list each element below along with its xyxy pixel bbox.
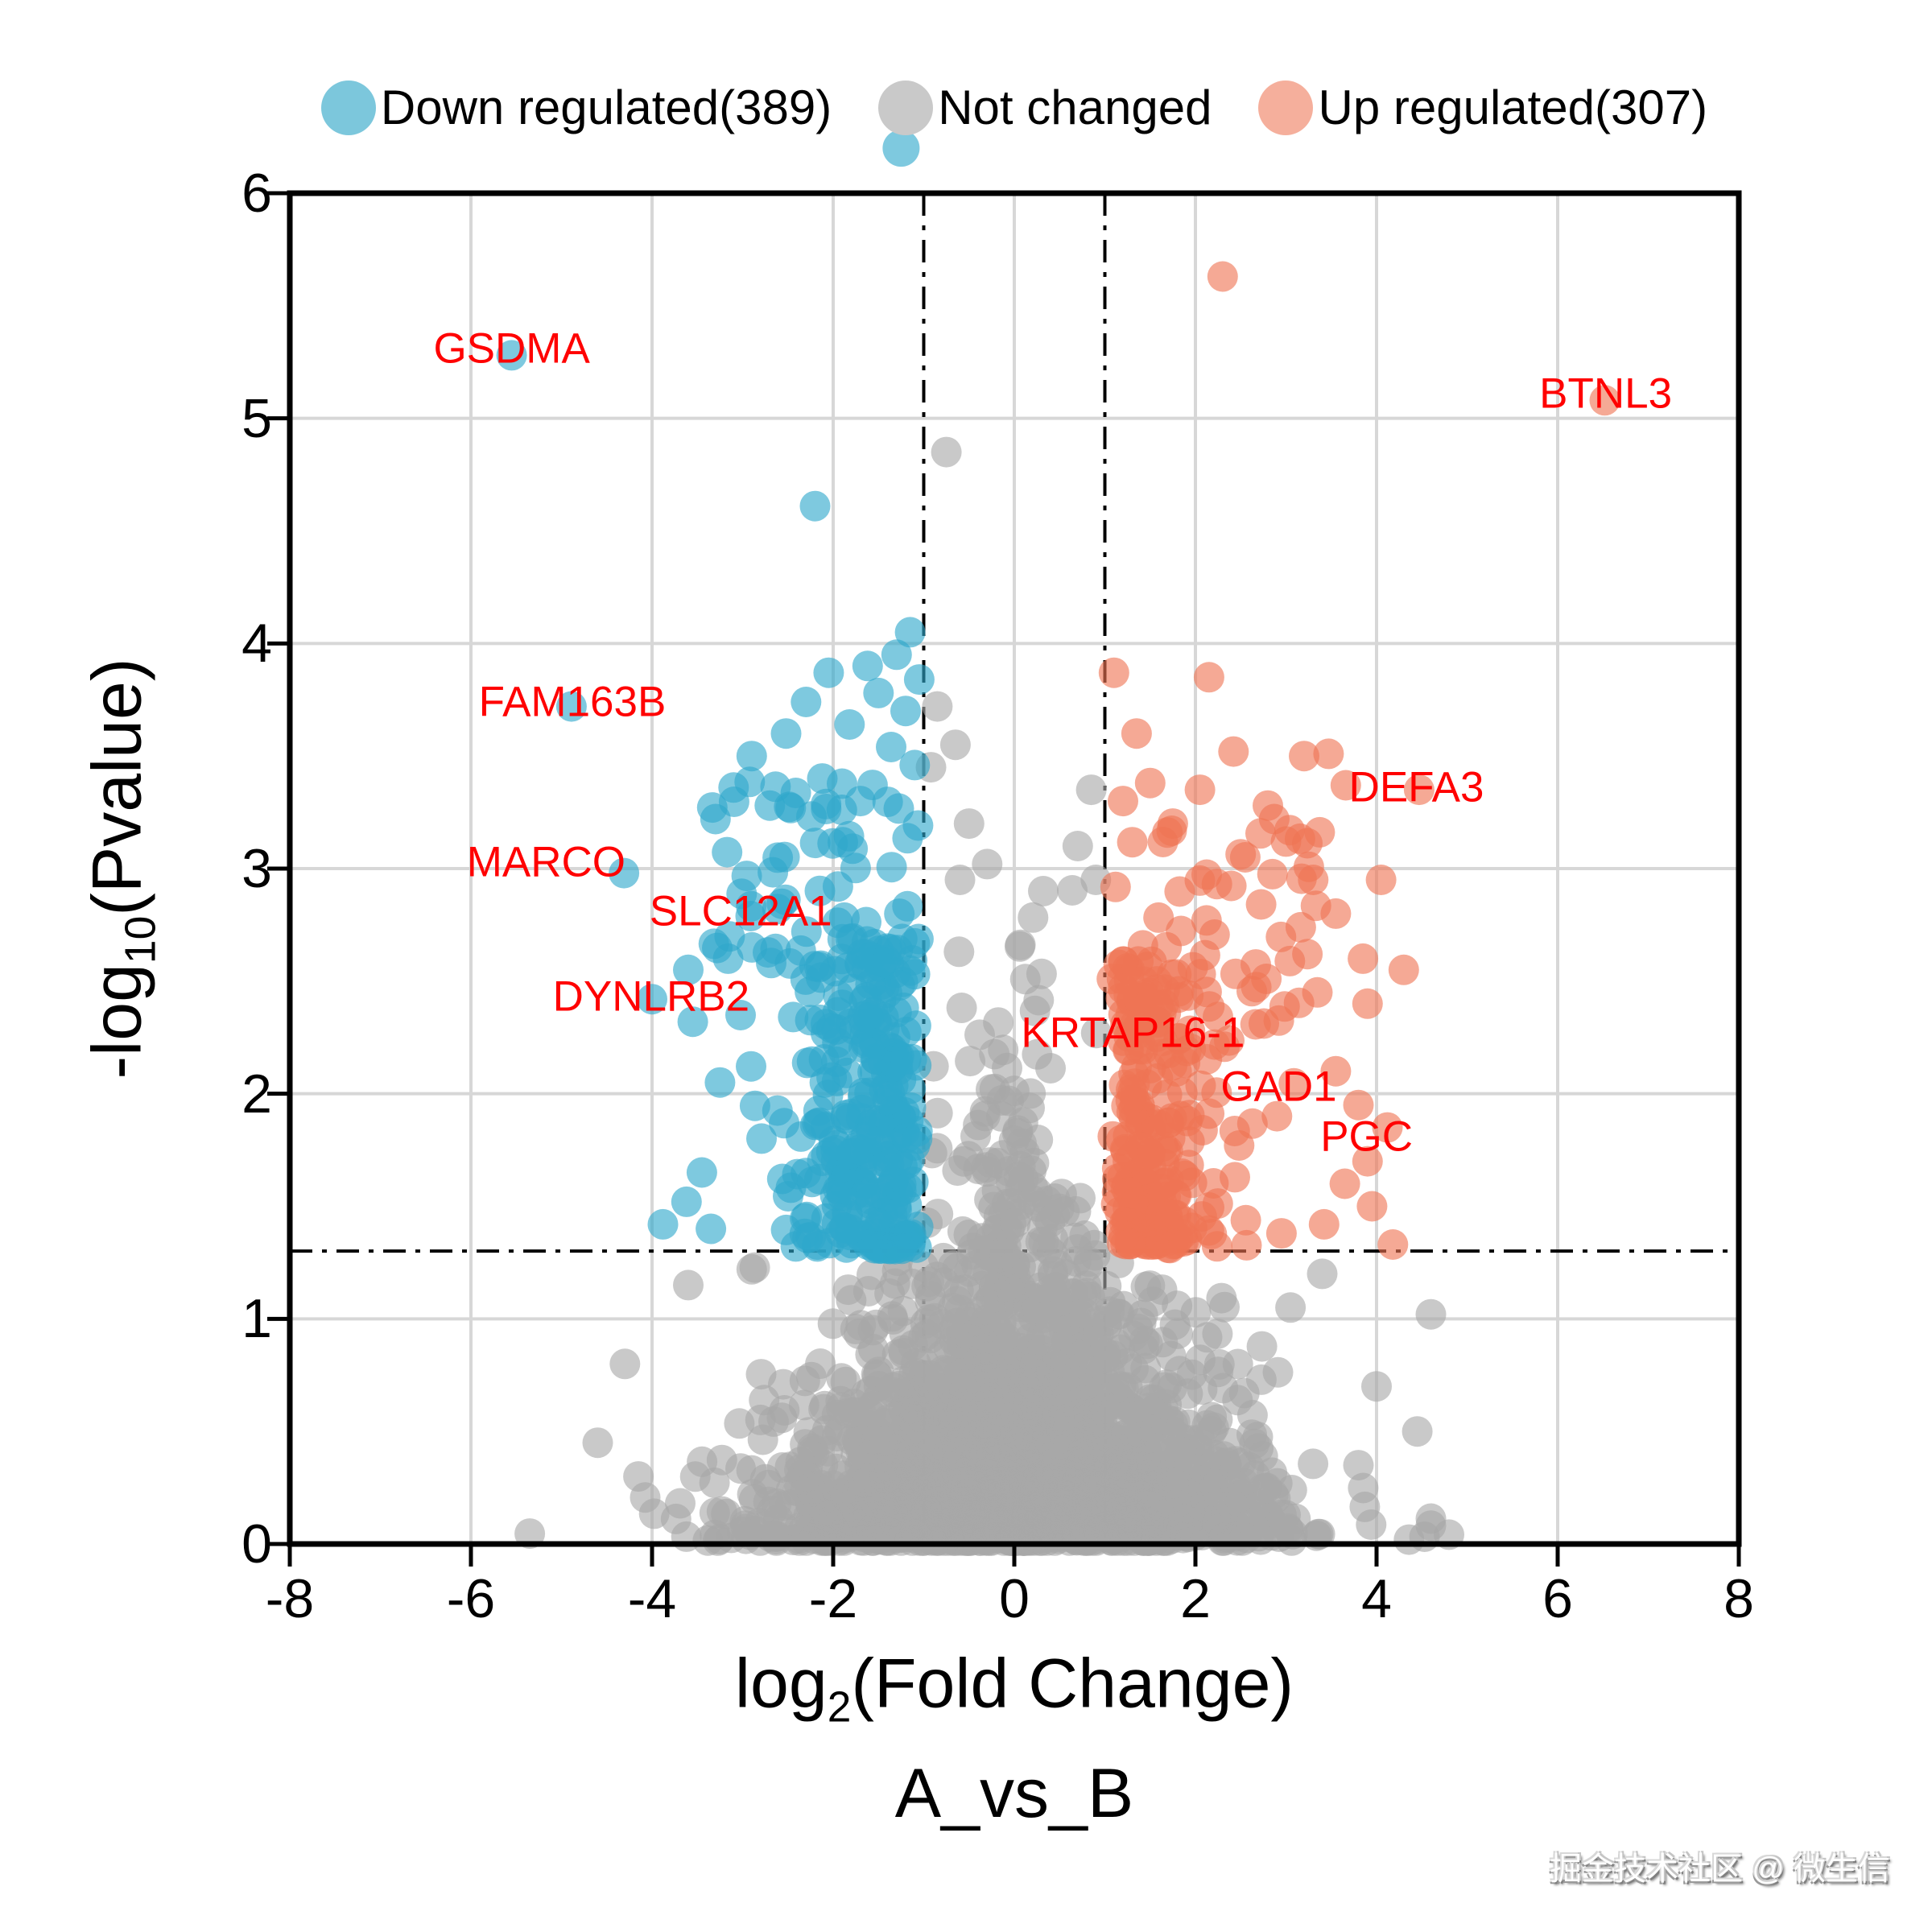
legend-label-not-changed: Not changed — [938, 80, 1212, 134]
series-ns-points — [514, 436, 1464, 1556]
series-down-points — [496, 130, 935, 1265]
x-tick-label: -4 — [627, 1568, 677, 1629]
y-axis-title: -log10(Pvalue) — [78, 658, 165, 1080]
gene-label-MARCO: MARCO — [466, 838, 626, 886]
legend-item-not-changed: Not changed — [878, 80, 1212, 135]
x-tick-label: 4 — [1361, 1568, 1392, 1629]
y-tick-label: 5 — [242, 387, 272, 449]
legend: Down regulated(389) Not changed Up regul… — [242, 74, 1787, 142]
x-tick-label: -2 — [808, 1568, 858, 1629]
panel-frame — [287, 190, 1742, 1547]
x-tick-label: -6 — [446, 1568, 496, 1629]
x-tick-label: -8 — [265, 1568, 315, 1629]
gene-label-KRTAP16-1: KRTAP16-1 — [1021, 1009, 1245, 1057]
chart-title: A_vs_B — [894, 1755, 1134, 1832]
gene-label-DEFA3: DEFA3 — [1348, 763, 1484, 811]
legend-dot-up-icon — [1258, 80, 1314, 135]
legend-label-down: Down regulated(389) — [380, 80, 832, 134]
x-axis-title: log2(Fold Change) — [734, 1645, 1294, 1732]
legend-item-down-regulated: Down regulated(389) — [320, 80, 832, 135]
watermark: 掘金技术社区 @ 微生信 — [1550, 1852, 1890, 1887]
x-tick-label: 0 — [999, 1568, 1030, 1629]
y-tick-label: 0 — [242, 1513, 272, 1575]
gene-label-SLC12A1: SLC12A1 — [649, 887, 832, 935]
gene-label-GAD1: GAD1 — [1220, 1063, 1337, 1111]
y-tick-label: 4 — [242, 613, 272, 675]
series-up-points — [1096, 261, 1620, 1264]
x-tick-label: 2 — [1180, 1568, 1211, 1629]
y-tick-label: 1 — [242, 1288, 272, 1350]
legend-label-up: Up regulated(307) — [1318, 80, 1708, 134]
x-tick-label: 6 — [1542, 1568, 1573, 1629]
x-tick-label: 8 — [1724, 1568, 1754, 1629]
gene-label-BTNL3: BTNL3 — [1539, 369, 1673, 418]
legend-dot-not-changed-icon — [878, 80, 934, 135]
legend-item-up-regulated: Up regulated(307) — [1258, 80, 1707, 135]
gene-label-FAM163B: FAM163B — [478, 678, 667, 726]
gene-label-GSDMA: GSDMA — [433, 324, 590, 373]
y-tick-label: 2 — [242, 1063, 272, 1125]
gene-label-DYNLRB2: DYNLRB2 — [552, 972, 750, 1021]
y-tick-label: 6 — [242, 163, 272, 224]
gene-label-PGC: PGC — [1320, 1113, 1414, 1161]
axis-ticks — [267, 191, 1741, 1567]
y-tick-label: 3 — [242, 838, 272, 899]
legend-dot-down-icon — [320, 80, 376, 135]
